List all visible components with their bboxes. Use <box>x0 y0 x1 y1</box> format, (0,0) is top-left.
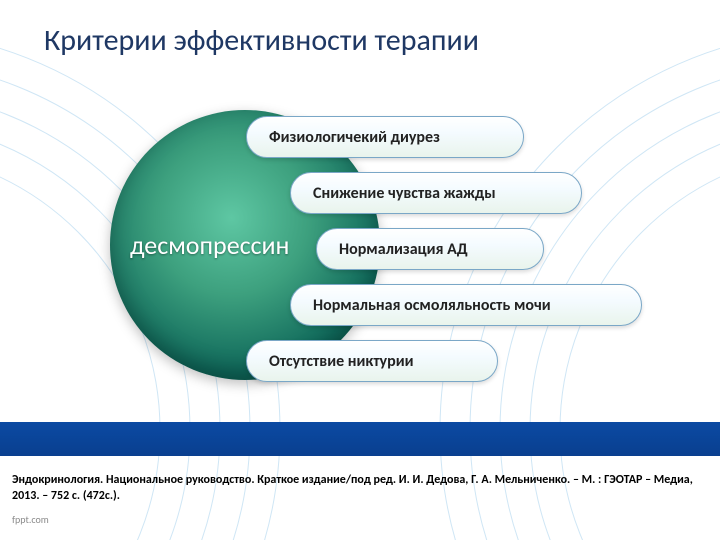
criteria-pill: Нормализация АД <box>316 228 544 270</box>
citation: Эндокринология. Национальное руководство… <box>12 472 708 504</box>
criteria-pill: Снижение чувства жажды <box>290 172 582 214</box>
criteria-label: Нормальная осмоляльность мочи <box>313 296 551 315</box>
criteria-pill: Физиологичекий диурез <box>246 116 524 158</box>
slide-title: Критерии эффективности терапии <box>44 22 676 59</box>
criteria-label: Отсутствие никтурии <box>269 352 414 371</box>
watermark: fppt.com <box>12 513 49 526</box>
criteria-pill: Отсутствие никтурии <box>246 340 498 382</box>
diagram: десмопрессин Физиологичекий диурез Снижен… <box>0 80 720 400</box>
criteria-pill: Нормальная осмоляльность мочи <box>290 284 642 326</box>
slide: Критерии эффективности терапии десмопрес… <box>0 0 720 540</box>
criteria-label: Нормализация АД <box>339 240 468 259</box>
criteria-label: Снижение чувства жажды <box>313 184 496 203</box>
central-label: десмопрессин <box>130 229 289 261</box>
criteria-label: Физиологичекий диурез <box>269 128 440 147</box>
footer-band <box>0 422 720 456</box>
